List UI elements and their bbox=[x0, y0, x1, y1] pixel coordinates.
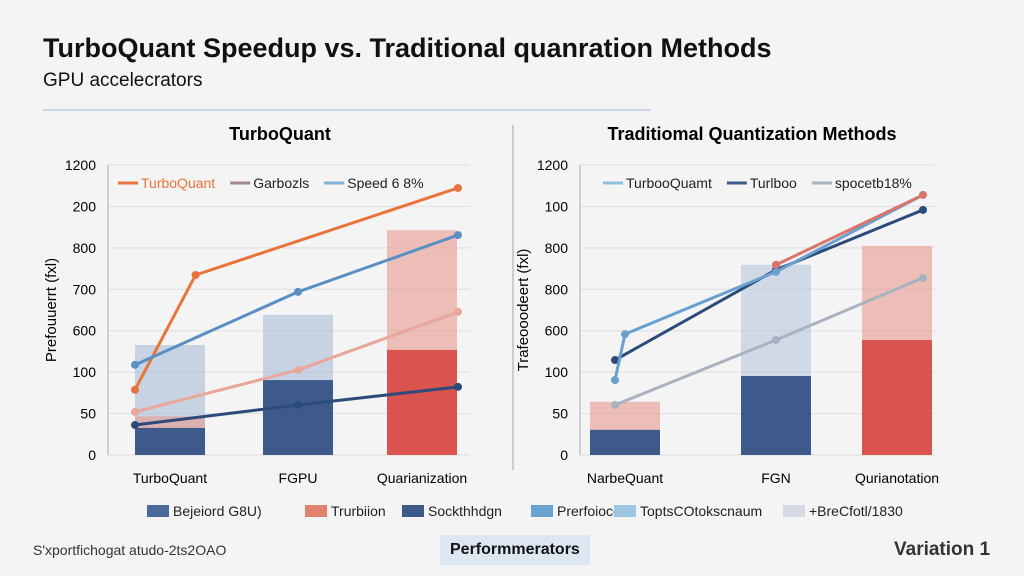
legend-swatch bbox=[305, 505, 327, 517]
series-point bbox=[131, 385, 139, 394]
y-tick-label: 600 bbox=[545, 323, 569, 339]
bar bbox=[741, 375, 811, 455]
series-point bbox=[294, 287, 302, 296]
series-point bbox=[611, 356, 619, 365]
series-point bbox=[611, 376, 619, 385]
y-tick-label: 100 bbox=[545, 198, 569, 214]
legend-item: TurbooQuamt bbox=[626, 175, 712, 191]
x-tick-label: FGPU bbox=[279, 470, 318, 486]
x-tick-label: Qurianotation bbox=[855, 470, 939, 486]
x-tick-label: FGN bbox=[761, 470, 791, 486]
series-point bbox=[772, 335, 780, 344]
y-tick-label: 600 bbox=[73, 323, 97, 339]
series-line bbox=[613, 193, 924, 381]
y-tick-label: 800 bbox=[73, 240, 97, 256]
legend-label: +BreCfotl/1830 bbox=[809, 503, 903, 519]
y-tick-label: 0 bbox=[560, 447, 568, 463]
y-tick-label: 1200 bbox=[65, 157, 96, 173]
chart-title: TurboQuant bbox=[229, 124, 331, 144]
series-point bbox=[919, 273, 927, 282]
legend-item: Turlboo bbox=[750, 175, 797, 191]
series-point bbox=[772, 267, 780, 276]
page-title: TurboQuant Speedup vs. Traditional quanr… bbox=[43, 33, 772, 63]
legend-label: Prerfoioco bbox=[557, 503, 621, 519]
series-point bbox=[294, 365, 302, 374]
legend-item: spocetb18% bbox=[835, 175, 912, 191]
page-subtitle: GPU accelecrators bbox=[43, 70, 203, 91]
series-point bbox=[454, 183, 462, 192]
y-tick-label: 0 bbox=[88, 447, 96, 463]
series-point bbox=[131, 407, 139, 416]
y-tick-label: 100 bbox=[73, 364, 97, 380]
x-tick-label: Quarianization bbox=[377, 470, 467, 486]
legend-swatch bbox=[531, 505, 553, 517]
y-tick-label: 1200 bbox=[537, 157, 568, 173]
legend-item: +BreCfotl/1830 bbox=[783, 503, 903, 519]
y-axis-label: Trafeooodeert (fxl) bbox=[515, 249, 532, 372]
series-point bbox=[131, 360, 139, 369]
legend-label: Trurbiion bbox=[331, 503, 386, 519]
legend-item: Bejeiord G8U) bbox=[147, 503, 262, 519]
legend-swatch bbox=[402, 505, 424, 517]
legend-item: TurboQuant bbox=[141, 175, 215, 191]
legend-swatch bbox=[614, 505, 636, 517]
legend-item: Garbozls bbox=[253, 175, 309, 191]
bar bbox=[590, 429, 660, 455]
series-point bbox=[919, 190, 927, 199]
legend-label: ToptsCOtokscnaum bbox=[640, 503, 763, 519]
legend-swatch bbox=[783, 505, 805, 517]
y-tick-label: 50 bbox=[552, 406, 568, 422]
bar bbox=[135, 427, 205, 455]
legend-label: Bejeiord G8U) bbox=[173, 503, 262, 519]
bar bbox=[387, 349, 457, 455]
footer-variation: Variation 1 bbox=[894, 539, 991, 560]
series-point bbox=[454, 231, 462, 240]
series-point bbox=[919, 205, 927, 214]
x-tick-label: TurboQuant bbox=[133, 470, 207, 486]
y-axis-label: Prefouuerrt (fxl) bbox=[43, 258, 60, 362]
footer-source: S'xportfichogat atudo-2ts2OAO bbox=[33, 542, 227, 558]
series-point bbox=[191, 270, 200, 279]
y-tick-label: 200 bbox=[73, 198, 97, 214]
legend-item: Prerfoioco bbox=[531, 503, 621, 519]
series-line bbox=[775, 193, 924, 267]
series-point bbox=[621, 330, 629, 339]
bar bbox=[862, 339, 932, 455]
y-tick-label: 100 bbox=[545, 364, 569, 380]
chart-title: Traditiomal Quantization Methods bbox=[607, 124, 896, 144]
series-point bbox=[772, 260, 780, 269]
series-point bbox=[294, 400, 302, 409]
series-point bbox=[454, 382, 462, 391]
y-tick-label: 700 bbox=[73, 281, 97, 297]
x-tick-label: NarbeQuant bbox=[587, 470, 663, 486]
legend-item: Sockthhdgn bbox=[402, 503, 502, 519]
y-tick-label: 50 bbox=[80, 406, 96, 422]
divider bbox=[43, 109, 651, 111]
legend-item: Speed 6 8% bbox=[347, 175, 423, 191]
y-tick-label: 800 bbox=[545, 240, 569, 256]
legend-swatch bbox=[147, 505, 169, 517]
y-tick-label: 800 bbox=[545, 281, 569, 297]
legend-item: Trurbiion bbox=[305, 503, 386, 519]
legend-item: ToptsCOtokscnaum bbox=[614, 503, 762, 519]
footer-label: Performmerators bbox=[440, 535, 590, 565]
series-point bbox=[454, 307, 462, 316]
series-point bbox=[611, 400, 619, 409]
panel-divider bbox=[512, 125, 514, 470]
series-point bbox=[131, 421, 139, 430]
bar bbox=[263, 380, 333, 455]
legend-label: Sockthhdgn bbox=[428, 503, 502, 519]
